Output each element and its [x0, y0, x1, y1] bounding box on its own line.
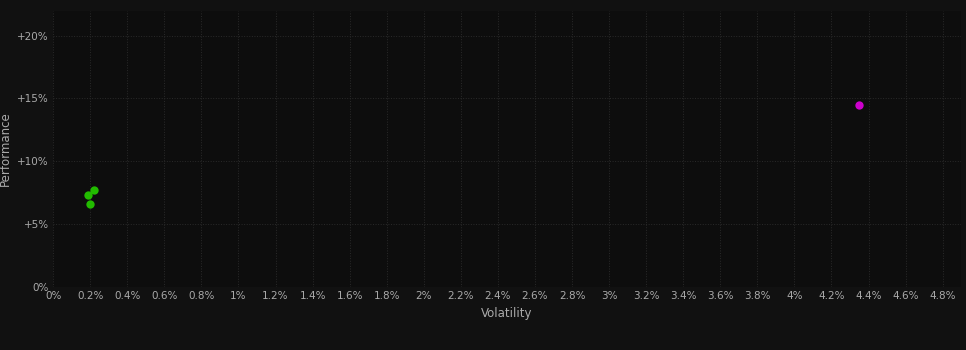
X-axis label: Volatility: Volatility	[481, 307, 533, 320]
Y-axis label: Performance: Performance	[0, 111, 12, 186]
